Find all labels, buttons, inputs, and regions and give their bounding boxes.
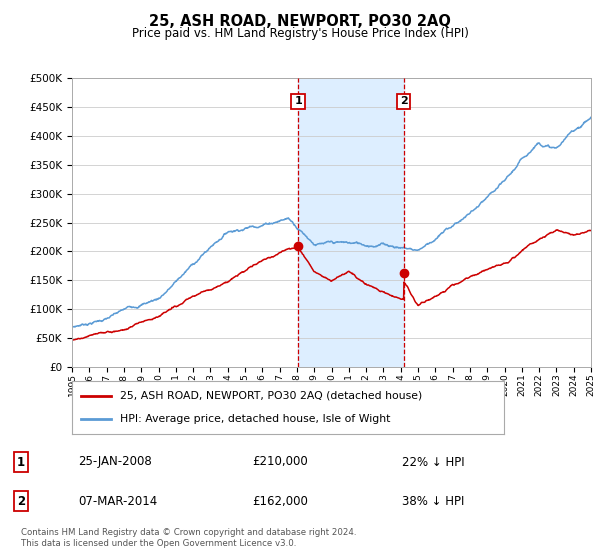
Text: 2: 2 <box>400 96 407 106</box>
Text: 38% ↓ HPI: 38% ↓ HPI <box>402 494 464 508</box>
Text: 25-JAN-2008: 25-JAN-2008 <box>78 455 152 469</box>
Text: £162,000: £162,000 <box>252 494 308 508</box>
Text: Price paid vs. HM Land Registry's House Price Index (HPI): Price paid vs. HM Land Registry's House … <box>131 27 469 40</box>
Text: £210,000: £210,000 <box>252 455 308 469</box>
Text: 25, ASH ROAD, NEWPORT, PO30 2AQ (detached house): 25, ASH ROAD, NEWPORT, PO30 2AQ (detache… <box>119 391 422 401</box>
Text: 1: 1 <box>294 96 302 106</box>
Text: 2: 2 <box>17 494 25 508</box>
Text: 25, ASH ROAD, NEWPORT, PO30 2AQ: 25, ASH ROAD, NEWPORT, PO30 2AQ <box>149 14 451 29</box>
Text: Contains HM Land Registry data © Crown copyright and database right 2024.
This d: Contains HM Land Registry data © Crown c… <box>21 528 356 548</box>
Text: HPI: Average price, detached house, Isle of Wight: HPI: Average price, detached house, Isle… <box>119 414 390 424</box>
Text: 07-MAR-2014: 07-MAR-2014 <box>78 494 157 508</box>
Text: 1: 1 <box>17 455 25 469</box>
Text: 22% ↓ HPI: 22% ↓ HPI <box>402 455 464 469</box>
Bar <box>298 78 404 367</box>
